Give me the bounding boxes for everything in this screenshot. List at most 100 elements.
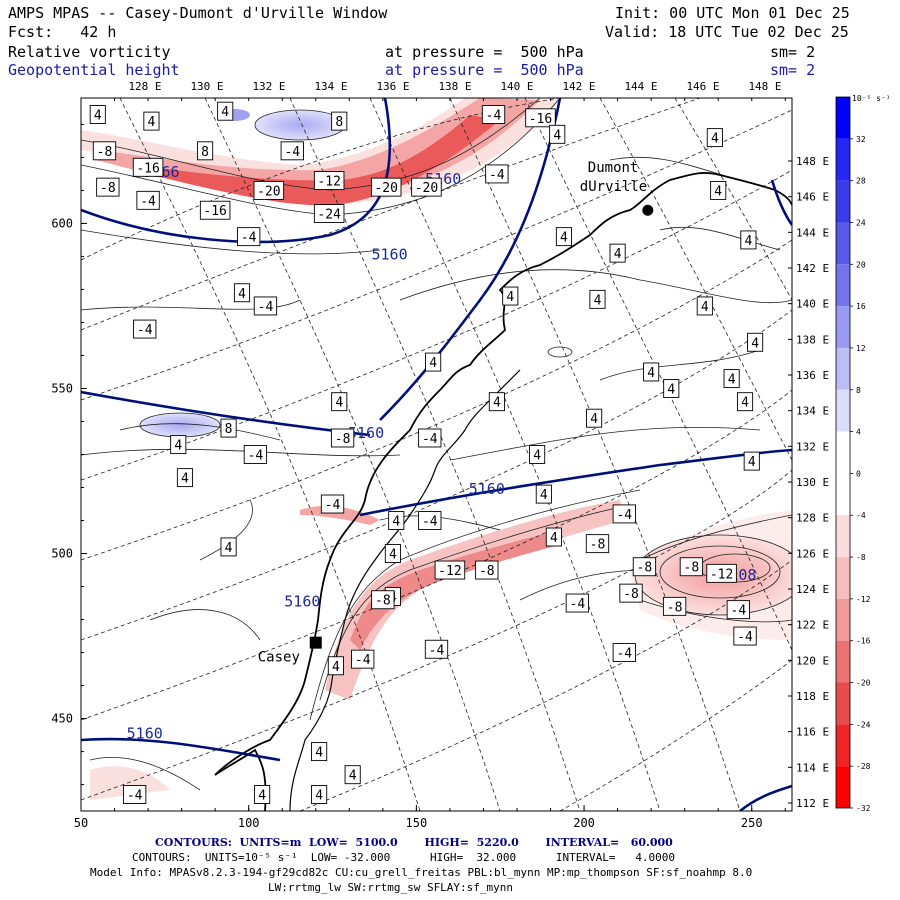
longitude-label: 148 E <box>748 80 781 93</box>
vorticity-contours-info: CONTOURS: UNITS=10⁻⁵ s⁻¹ LOW= -32.000 HI… <box>132 851 676 864</box>
vorticity-label: 4 <box>332 660 340 675</box>
vorticity-label: 4 <box>714 184 722 199</box>
latitude-label: 146 E <box>796 191 829 204</box>
vorticity-label-box <box>679 557 704 577</box>
vorticity-label: 4 <box>560 231 568 246</box>
longitude-labels-top: 128 E 130 E 132 E 134 E 136 E 138 E 140 E 142 E… <box>128 80 781 93</box>
colorbar-segment <box>836 682 850 725</box>
vorticity-weak-south <box>300 505 380 525</box>
vorticity-label: -8 <box>97 145 113 160</box>
vorticity-label-box <box>733 626 757 646</box>
vorticity-label-box <box>609 243 626 263</box>
vorticity-label: -12 <box>317 175 340 190</box>
colorbar-tick-label: -32 <box>856 804 871 813</box>
vorticity-label: 4 <box>506 290 514 305</box>
height-contours <box>81 98 792 811</box>
vorticity-label: 4 <box>258 788 266 803</box>
vorticity-label: 4 <box>493 396 501 411</box>
longitude-label: 138 E <box>438 80 471 93</box>
vorticity-label: -12 <box>438 564 461 579</box>
vorticity-label-box <box>643 362 660 382</box>
longitude-label: 136 E <box>376 80 409 93</box>
height-contour-ne <box>379 98 562 421</box>
latitude-label: 144 E <box>796 226 829 239</box>
colorbar: 32 28 24 20 16 12 8 4 0 -4 -8 -12 -16 -20 -24 -28 -32 <box>835 96 871 813</box>
vorticity-label-box <box>425 352 442 372</box>
vorticity-label-box <box>481 105 506 124</box>
field2-level: at pressure = 500 hPa <box>385 61 584 79</box>
vorticity-label-box <box>132 157 164 177</box>
vorticity-label: -16 <box>203 204 226 219</box>
vorticity-label-box <box>136 190 160 210</box>
vorticity-label-box <box>525 108 556 128</box>
latitude-label: 134 E <box>796 405 829 418</box>
vorticity-label: -20 <box>374 181 397 196</box>
vorticity-label-box <box>706 128 723 148</box>
vorticity-label: -4 <box>127 788 143 803</box>
colorbar-segment <box>836 766 850 808</box>
x-tick-label: 150 <box>406 816 428 830</box>
vorticity-label-box <box>529 445 546 464</box>
vorticity-label-box <box>220 537 237 557</box>
vorticity-label-box <box>663 379 680 398</box>
x-tick-label: 200 <box>573 816 595 830</box>
vorticity-label: -24 <box>317 208 341 223</box>
vorticity-label-box <box>696 296 713 316</box>
vorticity-label: -4 <box>248 449 264 464</box>
vorticity-label: -4 <box>258 300 274 315</box>
height-contour-ne2 <box>770 179 792 226</box>
y-tick-label: 600 <box>51 216 73 230</box>
height-contour-east <box>359 448 792 517</box>
latitude-label: 136 E <box>796 369 829 382</box>
vorticity-label: -4 <box>731 604 747 619</box>
colorbar-tick-label: 16 <box>856 302 866 311</box>
vorticity-label: 4 <box>553 128 561 143</box>
vorticity-label-box <box>311 742 328 762</box>
vorticity-label: -8 <box>637 561 653 576</box>
init-time: Init: 00 UTC Mon 01 Dec 25 <box>615 4 850 22</box>
vorticity-label-box <box>370 177 402 197</box>
vorticity-label-box <box>434 560 466 580</box>
colorbar-segment <box>836 640 850 683</box>
vorticity-label-box <box>411 177 442 197</box>
vorticity-label-box <box>280 141 304 161</box>
vorticity-label-box <box>233 283 251 303</box>
field1-name: Relative vorticity <box>8 43 171 61</box>
vorticity-label: -4 <box>137 323 153 338</box>
field1-smoothing: sm= 2 <box>770 43 816 61</box>
station-marker <box>309 636 322 649</box>
field2-name: Geopotential height <box>8 61 180 79</box>
field2-smoothing: sm= 2 <box>770 61 816 79</box>
vorticity-label: 4 <box>335 396 343 411</box>
chart-title: AMPS MPAS -- Casey-Dumont d'Urville Wind… <box>8 4 388 22</box>
vorticity-label-box <box>254 785 271 804</box>
vorticity-label: 4 <box>315 746 323 761</box>
colorbar-segment <box>836 306 850 348</box>
vorticity-label: -8 <box>335 432 351 447</box>
vorticity-label-box <box>555 227 572 247</box>
vorticity-label: 4 <box>728 373 736 388</box>
vorticity-label: 4 <box>94 109 102 124</box>
vorticity-label: -4 <box>241 231 257 246</box>
height-contour-se <box>739 784 792 811</box>
vorticity-label: 4 <box>429 356 437 371</box>
colorbar-tick-label: -24 <box>856 720 871 729</box>
latitude-label: 138 E <box>796 333 829 346</box>
colorbar-segment <box>836 598 850 641</box>
vorticity-label: -12 <box>710 567 733 582</box>
vorticity-label-box <box>488 392 505 412</box>
colorbar-segment <box>836 264 850 307</box>
vorticity-label: -4 <box>140 194 156 209</box>
colorbar-segment <box>836 389 850 432</box>
height-contour-north <box>81 98 392 244</box>
vorticity-label: 4 <box>748 455 756 470</box>
vorticity-label: -4 <box>570 597 586 612</box>
vorticity-label-box <box>253 296 278 316</box>
colorbar-tick-label: 12 <box>856 344 866 353</box>
vorticity-label-box <box>327 656 344 676</box>
colorbar-unit: 10⁻⁵ s⁻¹ <box>852 94 891 103</box>
colorbar-segment <box>836 138 850 181</box>
vorticity-label-box <box>89 105 106 124</box>
vorticity-label-box <box>388 511 405 530</box>
colorbar-tick-label: -28 <box>856 762 871 771</box>
